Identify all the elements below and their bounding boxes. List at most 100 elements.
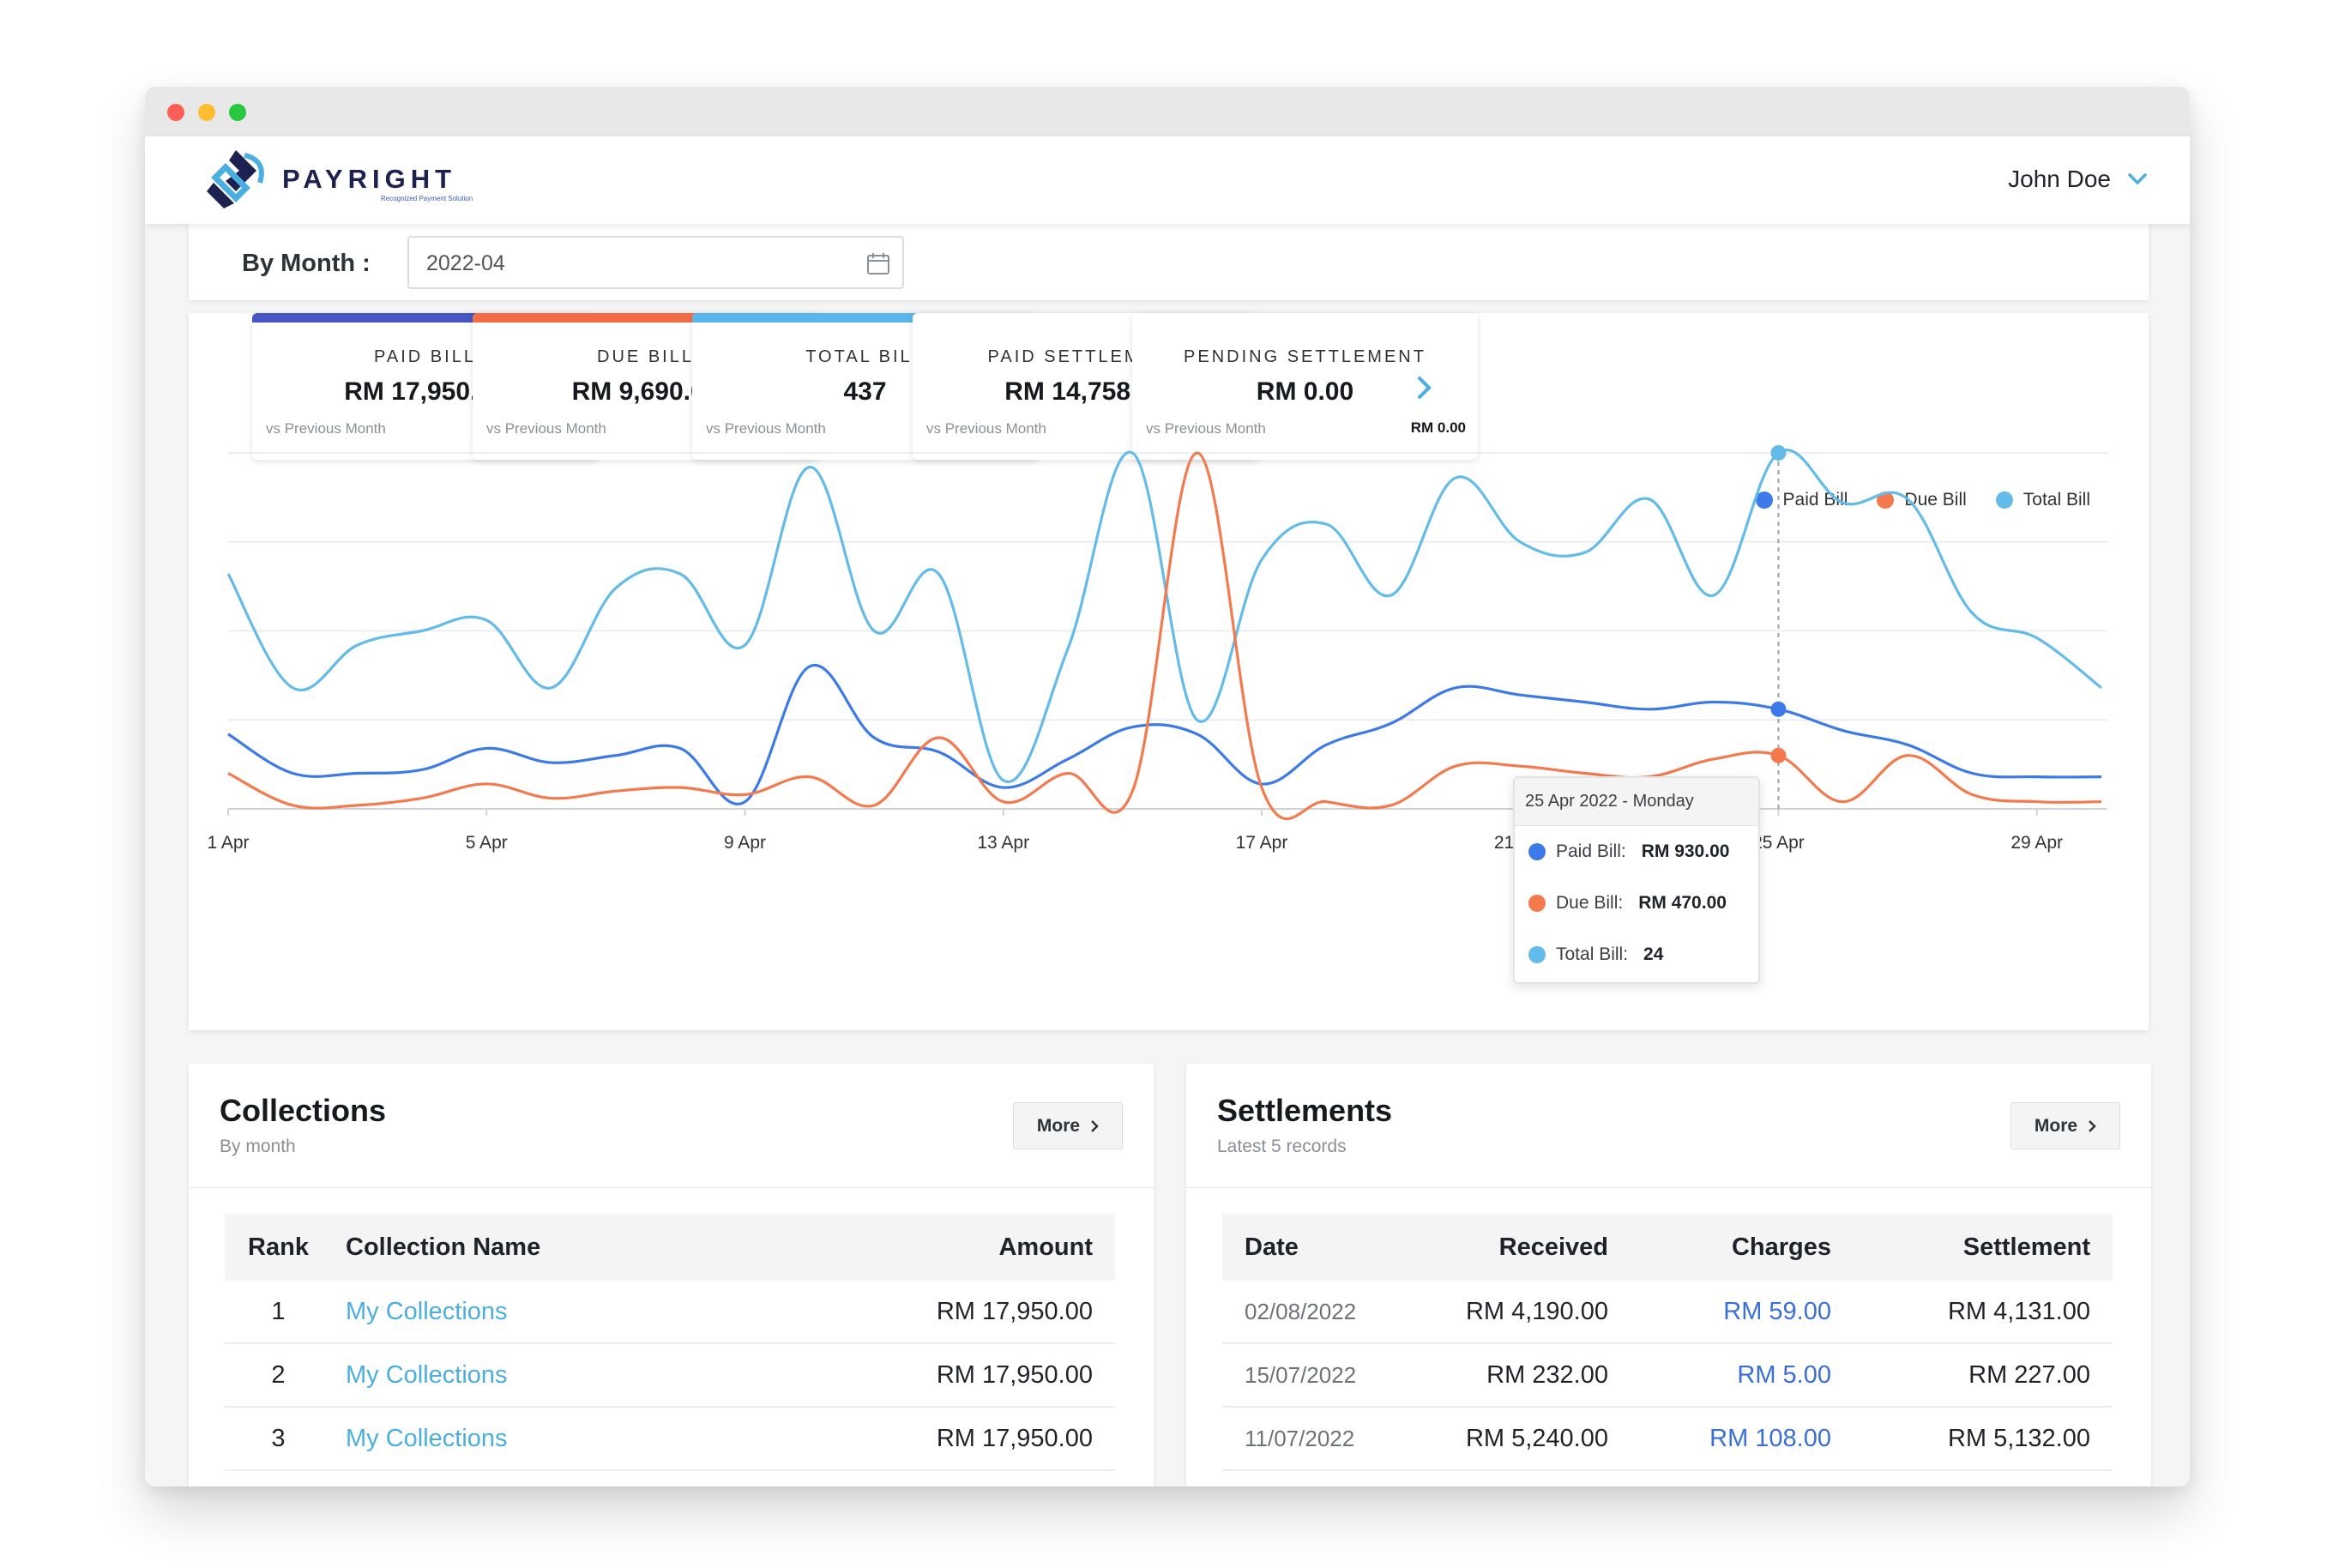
received-cell: RM 232.00 [1486, 1360, 1608, 1389]
amount-cell: RM 17,950.00 [936, 1424, 1093, 1452]
collections-subtitle: By month [220, 1137, 296, 1156]
kpi-comparison-label: vs Previous Month [486, 420, 606, 437]
chevron-down-icon [2128, 173, 2147, 185]
charges-link[interactable]: RM 108.00 [1709, 1424, 1831, 1452]
kpi-card[interactable]: PENDING SETTLEMENT RM 0.00 vs Previous Mon… [1132, 313, 1478, 460]
tooltip-date: 25 Apr 2022 - Monday [1515, 778, 1758, 826]
kpi-comparison-label: vs Previous Month [266, 420, 386, 437]
kpi-comparison-label: vs Previous Month [1146, 420, 1266, 437]
table-row: 15/07/2022 RM 232.00 RM 5.00 RM 227.00 [1222, 1344, 2113, 1408]
column-header-received[interactable]: Received [1498, 1233, 1608, 1261]
collections-panel: Collections By month More Rank Collectio… [189, 1064, 1154, 1487]
minimize-window-button[interactable] [198, 104, 215, 121]
close-window-button[interactable] [167, 104, 184, 121]
payright-logo-icon[interactable] [207, 148, 272, 210]
chevron-right-icon[interactable] [1414, 375, 1435, 401]
divider [1186, 1187, 2151, 1188]
calendar-icon [867, 253, 889, 274]
collections-table: Rank Collection Name Amount 1 My Collecti… [225, 1214, 1115, 1487]
kpi-accent-bar [252, 313, 598, 323]
settlements-panel: Settlements Latest 5 records More Date R… [1186, 1064, 2151, 1487]
date-cell: 02/08/2022 [1245, 1298, 1357, 1324]
collection-name-link[interactable]: My Collections [346, 1297, 508, 1325]
amount-cell: RM 17,950.00 [936, 1360, 1093, 1389]
column-header-rank[interactable]: Rank [248, 1233, 309, 1261]
tooltip-value: 24 [1643, 944, 1664, 964]
more-label: More [2034, 1115, 2078, 1136]
tooltip-row-due: Due Bill: RM 470.00 [1515, 877, 1758, 929]
settlement-cell: RM 227.00 [1968, 1360, 2090, 1389]
x-tick-label: 5 Apr [466, 833, 508, 853]
tooltip-label: Paid Bill: [1556, 841, 1626, 861]
x-tick-label: 29 Apr [2011, 833, 2063, 853]
table-row: 2 My Collections RM 17,950.00 [225, 1344, 1115, 1408]
table-row [225, 1471, 1115, 1487]
month-filter-bar: By Month : 2022-04 [189, 222, 2149, 300]
month-value: 2022-04 [426, 251, 505, 275]
tooltip-label: Total Bill: [1556, 944, 1629, 964]
x-tick-label: 25 Apr [1752, 833, 1805, 853]
kpi-change-value: RM 0.00 [1410, 419, 1466, 436]
series-line-due-bill[interactable] [227, 451, 2102, 821]
table-row: 3 My Collections RM 17,950.00 [225, 1408, 1115, 1471]
collections-title: Collections [220, 1093, 387, 1128]
table-row: 11/07/2022 RM 5,240.00 RM 108.00 RM 5,132.0… [1222, 1408, 2113, 1471]
charges-link[interactable]: RM 59.00 [1723, 1297, 1831, 1325]
kpi-comparison-label: vs Previous Month [706, 420, 826, 437]
hover-point [1770, 701, 1787, 717]
rank-cell: 1 [271, 1297, 286, 1325]
hover-point [1770, 747, 1787, 763]
table-header: Date Received Charges Settlement [1222, 1214, 2113, 1281]
column-header-amount[interactable]: Amount [998, 1233, 1093, 1261]
collections-more-button[interactable]: More [1013, 1102, 1123, 1149]
tooltip-row-total: Total Bill: 24 [1515, 929, 1758, 980]
series-line-total-bill[interactable] [226, 449, 2102, 783]
column-header-settlement[interactable]: Settlement [1962, 1233, 2090, 1261]
month-picker-input[interactable]: 2022-04 [407, 236, 904, 289]
collection-name-link[interactable]: My Collections [346, 1424, 508, 1452]
charges-link[interactable]: RM 5.00 [1737, 1360, 1831, 1389]
kpi-title: PAID BILL [374, 347, 476, 366]
settlements-title: Settlements [1217, 1093, 1393, 1128]
series-line-paid-bill[interactable] [227, 663, 2102, 805]
kpi-comparison-label: vs Previous Month [926, 420, 1046, 437]
settlements-subtitle: Latest 5 records [1217, 1137, 1347, 1156]
tooltip-swatch [1528, 895, 1546, 912]
kpi-title: PENDING SETTLEMENT [1184, 347, 1426, 366]
window-titlebar [145, 87, 2190, 136]
x-tick-label: 17 Apr [1236, 833, 1288, 853]
settlements-more-button[interactable]: More [2011, 1102, 2120, 1149]
column-header-collection-name[interactable]: Collection Name [346, 1233, 541, 1261]
user-name: John Doe [2008, 166, 2111, 192]
divider [189, 1187, 1154, 1188]
tooltip-swatch [1528, 946, 1546, 963]
user-menu[interactable]: John Doe [2008, 166, 2147, 193]
app-header: PAYRIGHT Recognized Payment Solution Joh… [145, 136, 2190, 224]
legend-item-total-bill[interactable]: Total Bill [1995, 490, 2090, 510]
settlement-cell: RM 4,131.00 [1947, 1297, 2090, 1325]
table-header: Rank Collection Name Amount [225, 1214, 1115, 1281]
x-tick-label: 13 Apr [977, 833, 1029, 853]
brand-tagline: Recognized Payment Solution [381, 195, 473, 202]
settlement-cell: RM 5,132.00 [1947, 1424, 2090, 1452]
collection-name-link[interactable]: My Collections [346, 1360, 508, 1389]
rank-cell: 3 [271, 1424, 286, 1452]
column-header-date[interactable]: Date [1245, 1233, 1299, 1261]
legend-label: Total Bill [2023, 490, 2090, 510]
chevron-right-icon [2089, 1119, 2096, 1132]
brand-name: PAYRIGHT [282, 164, 457, 194]
kpi-value: 437 [843, 377, 887, 406]
amount-cell: RM 17,950.00 [936, 1297, 1093, 1325]
maximize-window-button[interactable] [229, 104, 246, 121]
chart-legend: Paid Bill Due Bill Total Bill [1755, 490, 2090, 510]
rank-cell: 2 [271, 1360, 286, 1389]
legend-label: Due Bill [1904, 490, 1967, 510]
kpi-title: DUE BILL [597, 347, 694, 366]
column-header-charges[interactable]: Charges [1731, 1233, 1831, 1261]
chevron-right-icon [1091, 1119, 1099, 1132]
more-label: More [1036, 1115, 1081, 1136]
table-row: 02/08/2022 RM 4,190.00 RM 59.00 RM 4,131.00 [1222, 1281, 2113, 1344]
legend-swatch [1995, 492, 2013, 509]
